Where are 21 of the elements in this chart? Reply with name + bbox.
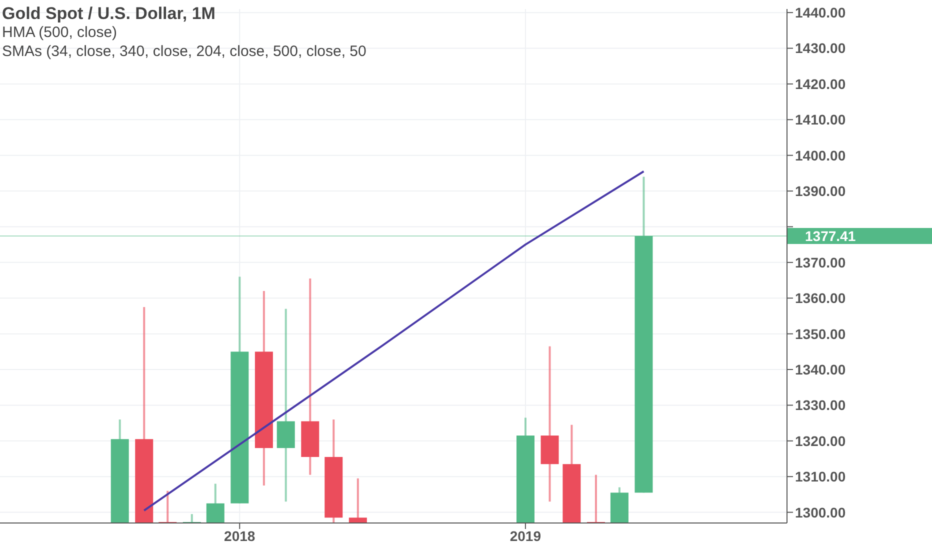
y-tick-label: 1420.00 <box>795 76 846 92</box>
ref-line-label: 1377.41 <box>805 228 856 244</box>
y-tick-label: 1400.00 <box>795 147 846 164</box>
y-tick-label: 1340.00 <box>795 361 846 378</box>
text: HMA (500, close) <box>2 23 118 42</box>
x-tick-label: 2018 <box>224 528 256 544</box>
y-tick-label: 1300.00 <box>795 504 846 520</box>
y-tick-label: 1310.00 <box>795 468 846 485</box>
y-tick-label: 1320.00 <box>795 432 846 449</box>
y-tick-label: 1410.00 <box>795 112 846 128</box>
y-tick-label: 1360.00 <box>795 290 846 306</box>
y-tick-label: 1430.00 <box>795 40 846 56</box>
annotation: SMAs (34, close, 340, close, 204, close, 500, close, 50 <box>2 42 366 61</box>
line-series <box>143 170 645 512</box>
y-tick-label: 1390.00 <box>795 183 846 200</box>
y-tick-label: 1350.00 <box>795 326 846 342</box>
y-tick-label: 1330.00 <box>795 397 846 414</box>
x-tick-label: 2019 <box>510 528 542 544</box>
y-tick-label: 1440.00 <box>795 4 846 21</box>
chart-title: Gold Spot / U.S. Dollar, 1M <box>2 4 216 23</box>
y-tick-label: 1370.00 <box>795 254 846 270</box>
